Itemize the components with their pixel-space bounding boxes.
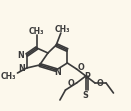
Text: CH₃: CH₃ bbox=[1, 71, 17, 80]
Text: O: O bbox=[68, 78, 75, 87]
Text: S: S bbox=[83, 90, 89, 99]
Text: N: N bbox=[18, 63, 25, 72]
Text: CH₃: CH₃ bbox=[29, 27, 45, 36]
Text: N: N bbox=[54, 67, 61, 76]
Text: P: P bbox=[84, 71, 90, 80]
Text: O: O bbox=[77, 62, 84, 71]
Text: CH₃: CH₃ bbox=[55, 25, 70, 34]
Text: O: O bbox=[97, 78, 104, 87]
Text: N: N bbox=[17, 51, 24, 59]
